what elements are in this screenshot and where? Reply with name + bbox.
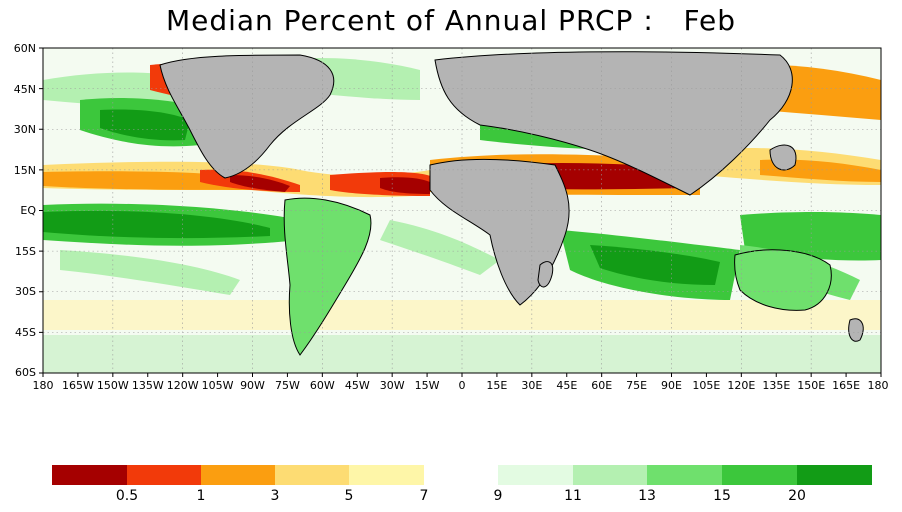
y-tick-label: 45S [15,326,36,339]
x-tick-label: 105E [692,379,721,392]
x-tick-label: 15W [414,379,440,392]
colorbar-swatch [498,465,573,485]
x-tick-label: 60W [309,379,335,392]
atlantic-dry-core [380,177,430,194]
central-america-core [230,175,290,192]
x-tick-label: 45E [556,379,578,392]
north-pacific-storm-core [100,109,190,141]
y-tick-label: 15N [13,164,36,177]
colorbar-label: 20 [788,488,806,504]
x-tick-label: 150W [96,379,129,392]
y-tick-label: 60N [13,42,36,55]
x-tick-label: 0 [458,379,466,392]
x-tick-label: 165E [832,379,861,392]
colorbar-label: 15 [713,488,731,504]
x-tick-label: 75E [626,379,648,392]
x-tick-label: 165W [61,379,94,392]
colorbar-label: 3 [270,488,280,504]
colorbar-swatch [647,465,722,485]
indian-ocean-core [590,245,720,285]
x-tick-label: 30E [521,379,543,392]
australia [734,249,832,311]
colorbar-swatch [201,465,275,485]
colorbar-label: 1 [196,488,206,504]
x-tick-label: 120W [166,379,199,392]
colorbar-label: 9 [493,488,503,504]
axis-ticks [39,47,882,377]
west-pacific-band [740,211,881,261]
south-america [283,197,372,356]
colorbar-swatch [573,465,647,485]
colorbar-swatch [275,465,349,485]
x-tick-label: 90E [661,379,682,392]
colorbar-swatch [722,465,797,485]
colorbar-label: 7 [419,488,429,504]
x-tick-label: 135E [762,379,791,392]
x-tick-label: 45W [344,379,370,392]
colorbar-label: 13 [638,488,656,504]
colorbar-label: 5 [344,488,354,504]
south-atlantic-band [380,220,500,275]
colorbar-swatch [424,465,498,485]
y-tick-label: 15S [15,245,36,258]
x-tick-label: 90W [240,379,265,392]
y-tick-label: 30S [15,285,36,298]
colorbar-swatch [127,465,201,485]
x-tick-label: 120E [727,379,756,392]
x-tick-label: 180 [32,379,54,392]
japan-philippines [769,144,797,171]
north-america [159,54,335,179]
x-tick-label: 15E [486,379,508,392]
x-tick-label: 75W [274,379,300,392]
x-tick-label: 135W [131,379,164,392]
map-title: Median Percent of Annual PRCP : Feb [165,4,737,37]
grid-lines [43,48,881,373]
colorbar-swatch [349,465,424,485]
colorbar-label: 0.5 [115,488,139,504]
madagascar [537,261,554,288]
x-tick-label: 150E [797,379,826,392]
colorbar-swatch [52,465,127,485]
pacific-wet-core [43,210,270,239]
x-tick-label: 30W [379,379,405,392]
colorbar-label: 11 [564,488,582,504]
south-pacific-band [60,250,240,295]
eurasia [434,51,793,196]
x-tick-label: 180 [867,379,889,392]
new-zealand [848,318,864,342]
continents [159,51,864,356]
y-tick-label: 30N [13,123,36,136]
y-tick-label: EQ [20,204,36,217]
y-tick-label: 45N [13,83,36,96]
colorbar-swatch [797,465,872,485]
x-tick-label: 60E [591,379,613,392]
x-tick-label: 105W [201,379,234,392]
y-tick-label: 60S [15,366,36,379]
